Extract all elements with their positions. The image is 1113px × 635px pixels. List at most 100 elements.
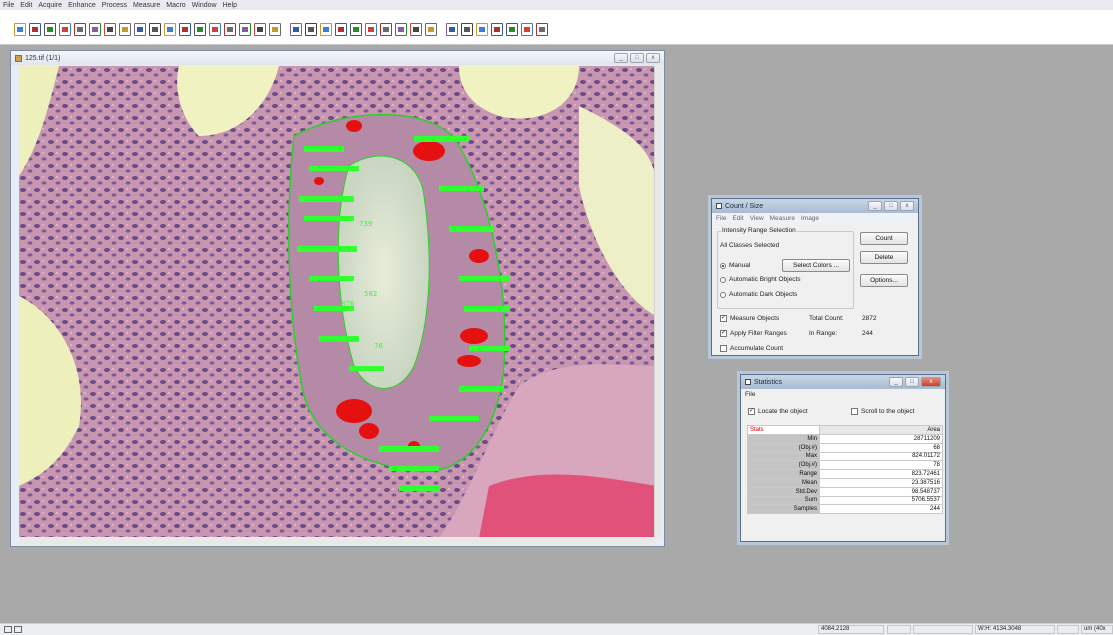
delete-button[interactable]: Delete bbox=[860, 251, 908, 264]
table-row[interactable]: Range 823.72461 bbox=[747, 469, 943, 479]
maximize-icon[interactable]: □ bbox=[905, 377, 919, 387]
ellipse-icon[interactable] bbox=[194, 23, 206, 36]
menu-process[interactable]: Process bbox=[101, 1, 128, 9]
eye-icon[interactable] bbox=[425, 23, 437, 36]
radio-manual[interactable] bbox=[720, 263, 726, 269]
menu-acquire[interactable]: Acquire bbox=[38, 1, 63, 9]
image-window-titlebar[interactable]: 125.tif (1/1) _ □ x bbox=[11, 51, 664, 65]
menu-window[interactable]: Window bbox=[191, 1, 217, 9]
grid-icon[interactable] bbox=[44, 23, 56, 36]
close-icon[interactable]: x bbox=[900, 201, 914, 211]
magnify-icon[interactable] bbox=[254, 23, 266, 36]
select-colors-button[interactable]: Select Colors ... bbox=[782, 259, 850, 272]
menu-view[interactable]: View bbox=[749, 214, 764, 222]
total-count-label: Total Count: bbox=[809, 315, 844, 322]
table-row[interactable]: Sum 5706.5537 bbox=[747, 495, 943, 506]
histogram-icon[interactable] bbox=[395, 23, 407, 36]
new-roi-icon[interactable] bbox=[164, 23, 176, 36]
status-icon bbox=[4, 626, 12, 633]
menu-edit[interactable]: Edit bbox=[20, 1, 33, 9]
open-icon[interactable] bbox=[14, 23, 26, 36]
menu-file[interactable]: File bbox=[716, 214, 727, 222]
print-icon[interactable] bbox=[89, 23, 101, 36]
close-icon[interactable]: x bbox=[646, 53, 660, 63]
checkbox-measure-objects[interactable]: ✓ bbox=[720, 315, 727, 322]
checkbox-locate-object[interactable]: ✓ bbox=[748, 408, 755, 415]
menu-enhance[interactable]: Enhance bbox=[68, 1, 96, 9]
profile-icon[interactable] bbox=[476, 23, 488, 36]
minimize-icon[interactable]: _ bbox=[868, 201, 882, 211]
row-value: 824.01172 bbox=[819, 451, 943, 462]
vertical-scrollbar[interactable] bbox=[654, 66, 663, 538]
pencil-icon[interactable] bbox=[239, 23, 251, 36]
channel-icon[interactable] bbox=[461, 23, 473, 36]
hand-icon[interactable] bbox=[269, 23, 281, 36]
arrows-icon[interactable] bbox=[380, 23, 392, 36]
minimize-icon[interactable]: _ bbox=[614, 53, 628, 63]
ring-icon[interactable] bbox=[134, 23, 146, 36]
menu-file[interactable]: File bbox=[3, 1, 15, 9]
menu-measure[interactable]: Measure bbox=[769, 214, 795, 222]
table-row[interactable]: (Obj.#) 68 bbox=[747, 442, 943, 453]
chart-icon[interactable] bbox=[305, 23, 317, 36]
count-size-menu: File Edit View Measure Image bbox=[712, 213, 918, 223]
horizontal-scrollbar[interactable] bbox=[19, 537, 656, 545]
checkbox-accumulate[interactable] bbox=[720, 345, 727, 352]
radio-bright[interactable] bbox=[720, 277, 726, 283]
count-size-titlebar[interactable]: Count / Size _ □ x bbox=[712, 199, 918, 213]
bar-icon[interactable] bbox=[410, 23, 422, 36]
close-icon[interactable]: x bbox=[921, 377, 941, 387]
status-panel-empty bbox=[1057, 625, 1079, 634]
menu-edit[interactable]: Edit bbox=[732, 214, 744, 222]
minimize-icon[interactable]: _ bbox=[889, 377, 903, 387]
image-window[interactable]: 125.tif (1/1) _ □ x bbox=[10, 50, 665, 547]
table-row[interactable]: Samples 244 bbox=[747, 504, 943, 515]
menu-help[interactable]: Help bbox=[222, 1, 238, 9]
table-row[interactable]: (Obj.#) 78 bbox=[747, 460, 943, 471]
color-map-icon[interactable] bbox=[446, 23, 458, 36]
dropper-icon[interactable] bbox=[59, 23, 71, 36]
options-button[interactable]: Options... bbox=[860, 274, 908, 287]
status-bar: 4084.2128 W:H: 4134.3048 um (40x bbox=[0, 623, 1113, 635]
restore-icon[interactable]: □ bbox=[630, 53, 644, 63]
table-row[interactable]: Min 28711209 bbox=[747, 434, 943, 444]
image-canvas[interactable]: 582 876 739 76 77 bbox=[19, 66, 656, 538]
report-icon[interactable] bbox=[506, 23, 518, 36]
scatter-icon[interactable] bbox=[335, 23, 347, 36]
settings-icon[interactable] bbox=[521, 23, 533, 36]
radio-dark-label: Automatic Dark Objects bbox=[729, 291, 798, 298]
object-label: 77 bbox=[427, 488, 436, 496]
scan-icon[interactable] bbox=[119, 23, 131, 36]
radio-dark[interactable] bbox=[720, 292, 726, 298]
checkbox-apply-filter[interactable]: ✓ bbox=[720, 330, 727, 337]
menu-measure[interactable]: Measure bbox=[133, 1, 161, 9]
rectangle-icon[interactable] bbox=[179, 23, 191, 36]
table-row[interactable]: Std.Dev 98.548737 bbox=[747, 486, 943, 497]
maximize-icon[interactable]: □ bbox=[884, 201, 898, 211]
pattern-icon[interactable] bbox=[365, 23, 377, 36]
peaks-icon[interactable] bbox=[491, 23, 503, 36]
menu-macro[interactable]: Macro bbox=[166, 1, 186, 9]
count-button[interactable]: Count bbox=[860, 232, 908, 245]
count-size-dialog[interactable]: Count / Size _ □ x File Edit View Measur… bbox=[711, 198, 919, 356]
statistics-titlebar[interactable]: Statistics _ □ x bbox=[741, 375, 945, 389]
menu-image[interactable]: Image bbox=[800, 214, 820, 222]
row-label: Samples bbox=[747, 504, 820, 515]
table-row[interactable]: Max 824.01172 bbox=[747, 451, 943, 462]
menu-file[interactable]: File bbox=[745, 390, 756, 398]
app-icon bbox=[716, 203, 722, 209]
curve-icon[interactable] bbox=[74, 23, 86, 36]
macro-icon[interactable] bbox=[536, 23, 548, 36]
save-icon[interactable] bbox=[29, 23, 41, 36]
polygon-icon[interactable] bbox=[209, 23, 221, 36]
hash-icon[interactable] bbox=[320, 23, 332, 36]
magic-wand-icon[interactable] bbox=[224, 23, 236, 36]
object-label: 76 bbox=[374, 342, 383, 350]
camera-icon[interactable] bbox=[149, 23, 161, 36]
bars-icon[interactable] bbox=[290, 23, 302, 36]
grid-large-icon[interactable] bbox=[350, 23, 362, 36]
checkbox-scroll-object[interactable] bbox=[851, 408, 858, 415]
statistics-dialog[interactable]: Statistics _ □ x File ✓ Locate the objec… bbox=[740, 374, 946, 542]
table-row[interactable]: Mean 23.387516 bbox=[747, 477, 943, 488]
red-square-icon[interactable] bbox=[104, 23, 116, 36]
